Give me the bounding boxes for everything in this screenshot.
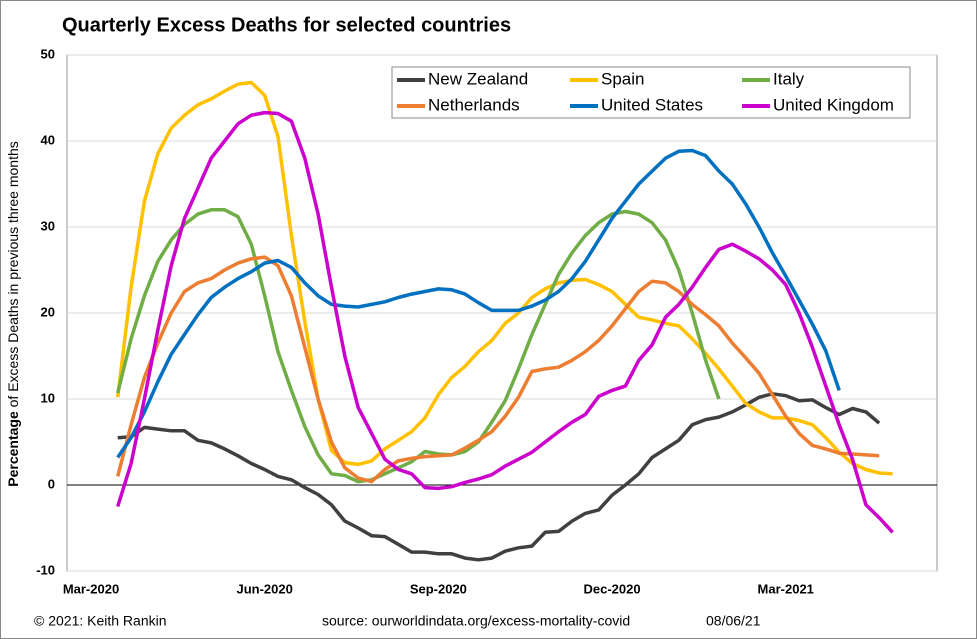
x-tick-label: Sep-2020 bbox=[410, 581, 467, 596]
legend-box bbox=[391, 66, 911, 119]
y-axis-label-bold: Percentage bbox=[5, 411, 21, 487]
y-tick-label: 40 bbox=[41, 132, 55, 147]
legend-label: New Zealand bbox=[428, 69, 528, 88]
y-axis-label: Percentage of Excess Deaths in previous … bbox=[5, 141, 21, 487]
y-axis-label-text: of Excess Deaths in previous three month… bbox=[5, 141, 21, 407]
series-line bbox=[116, 110, 894, 534]
legend-label: Netherlands bbox=[428, 95, 520, 114]
x-tick-label: Jun-2020 bbox=[236, 581, 292, 596]
y-tick-label: 20 bbox=[41, 304, 55, 319]
x-tick-label: Mar-2021 bbox=[758, 581, 814, 596]
y-tick-label: 50 bbox=[41, 46, 55, 61]
series-line bbox=[116, 255, 880, 484]
chart-title: Quarterly Excess Deaths for selected cou… bbox=[62, 14, 511, 36]
series-line bbox=[116, 148, 841, 459]
footer-credit: © 2021: Keith Rankin bbox=[34, 613, 167, 629]
legend-label: Italy bbox=[773, 69, 805, 88]
legend-label: Spain bbox=[601, 69, 644, 88]
x-tick-label: Mar-2020 bbox=[63, 581, 119, 596]
series-line bbox=[117, 392, 881, 562]
y-tick-label: -10 bbox=[36, 562, 55, 577]
y-tick-label: 30 bbox=[41, 218, 55, 233]
y-tick-label: 10 bbox=[41, 390, 55, 405]
footer-source: source: ourworldindata.org/excess-mortal… bbox=[322, 613, 630, 629]
legend-label: United States bbox=[601, 95, 703, 114]
y-tick-label: 0 bbox=[48, 476, 55, 491]
series-line bbox=[115, 80, 893, 476]
x-tick-label: Dec-2020 bbox=[583, 581, 640, 596]
footer-date: 08/06/21 bbox=[706, 613, 761, 629]
legend-label: United Kingdom bbox=[773, 95, 894, 114]
